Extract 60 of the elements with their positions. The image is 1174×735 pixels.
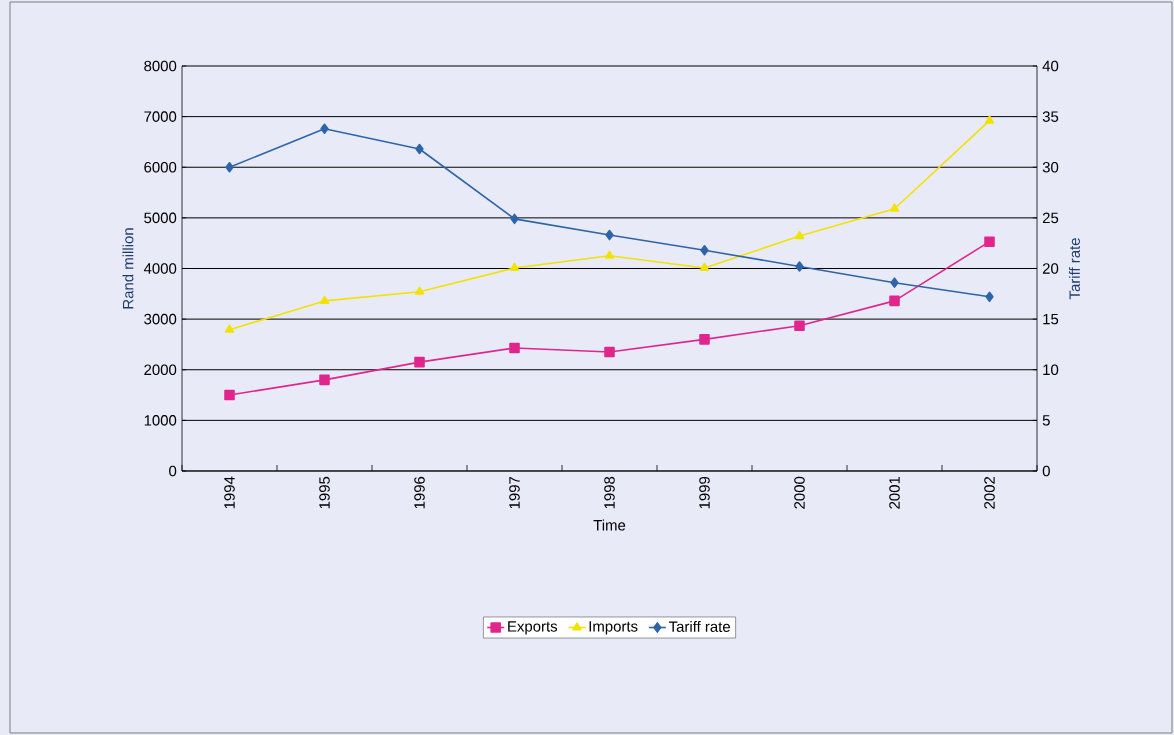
point <box>320 123 329 135</box>
y2-tick-label: 30 <box>1042 161 1059 173</box>
y-tick-label: 6000 <box>144 161 177 173</box>
y2-tick-label: 10 <box>1043 364 1059 376</box>
x-tick-label: 1995 <box>319 476 330 509</box>
x-tick-label: 2001 <box>889 476 900 509</box>
x-tick-label: 1998 <box>604 476 615 509</box>
point <box>794 320 805 331</box>
y2-tick-label: 35 <box>1042 111 1059 122</box>
x-axis-title: Time <box>593 519 626 531</box>
y-tick-label: 0 <box>169 465 177 477</box>
point <box>604 346 615 358</box>
y2-axis-title: Tariff rate <box>1068 238 1080 300</box>
point <box>889 295 900 307</box>
point <box>795 261 804 272</box>
point <box>985 291 994 303</box>
point <box>984 115 995 124</box>
x-tick-label: 1997 <box>509 476 520 509</box>
point <box>224 324 235 333</box>
y2-tick-label: 5 <box>1042 415 1050 426</box>
point <box>414 356 425 368</box>
y2-tick-label: 40 <box>1042 60 1059 72</box>
point <box>224 389 235 401</box>
y2-tick-label: 20 <box>1042 263 1059 274</box>
y2-tick-label: 25 <box>1042 212 1059 224</box>
y2-tick-label: 0 <box>1042 465 1050 477</box>
legend-label: Exports <box>508 621 558 635</box>
point <box>699 262 710 272</box>
point <box>319 295 330 304</box>
y-tick-label: 8000 <box>144 60 177 72</box>
x-tick-label: 1996 <box>414 476 425 509</box>
y-tick-label: 1000 <box>144 415 177 426</box>
y2-tick-label: 15 <box>1043 313 1059 325</box>
point <box>415 143 424 155</box>
point <box>510 213 519 225</box>
x-tick-label: 1999 <box>699 476 710 509</box>
point <box>414 286 425 295</box>
point <box>605 229 614 241</box>
legend-label: Tariff rate <box>668 620 730 632</box>
point <box>509 262 520 272</box>
y-axis-title: Rand million <box>122 228 134 309</box>
point <box>984 236 995 247</box>
y-tick-label: 7000 <box>144 111 177 122</box>
legend-label: Imports <box>589 621 638 635</box>
point <box>225 161 234 173</box>
y-tick-label: 5000 <box>144 212 177 224</box>
point <box>890 277 899 288</box>
point <box>604 250 615 259</box>
x-tick-label: 2000 <box>794 476 805 509</box>
y-tick-label: 3000 <box>144 313 177 325</box>
point <box>700 244 709 256</box>
y-tick-label: 2000 <box>144 364 177 376</box>
y-tick-label: 4000 <box>143 263 177 274</box>
x-tick-label: 1994 <box>224 476 235 509</box>
point <box>319 374 330 386</box>
point <box>509 342 520 354</box>
point <box>794 230 805 240</box>
x-tick-label: 2002 <box>984 476 995 509</box>
point <box>699 334 710 345</box>
point <box>889 203 900 212</box>
